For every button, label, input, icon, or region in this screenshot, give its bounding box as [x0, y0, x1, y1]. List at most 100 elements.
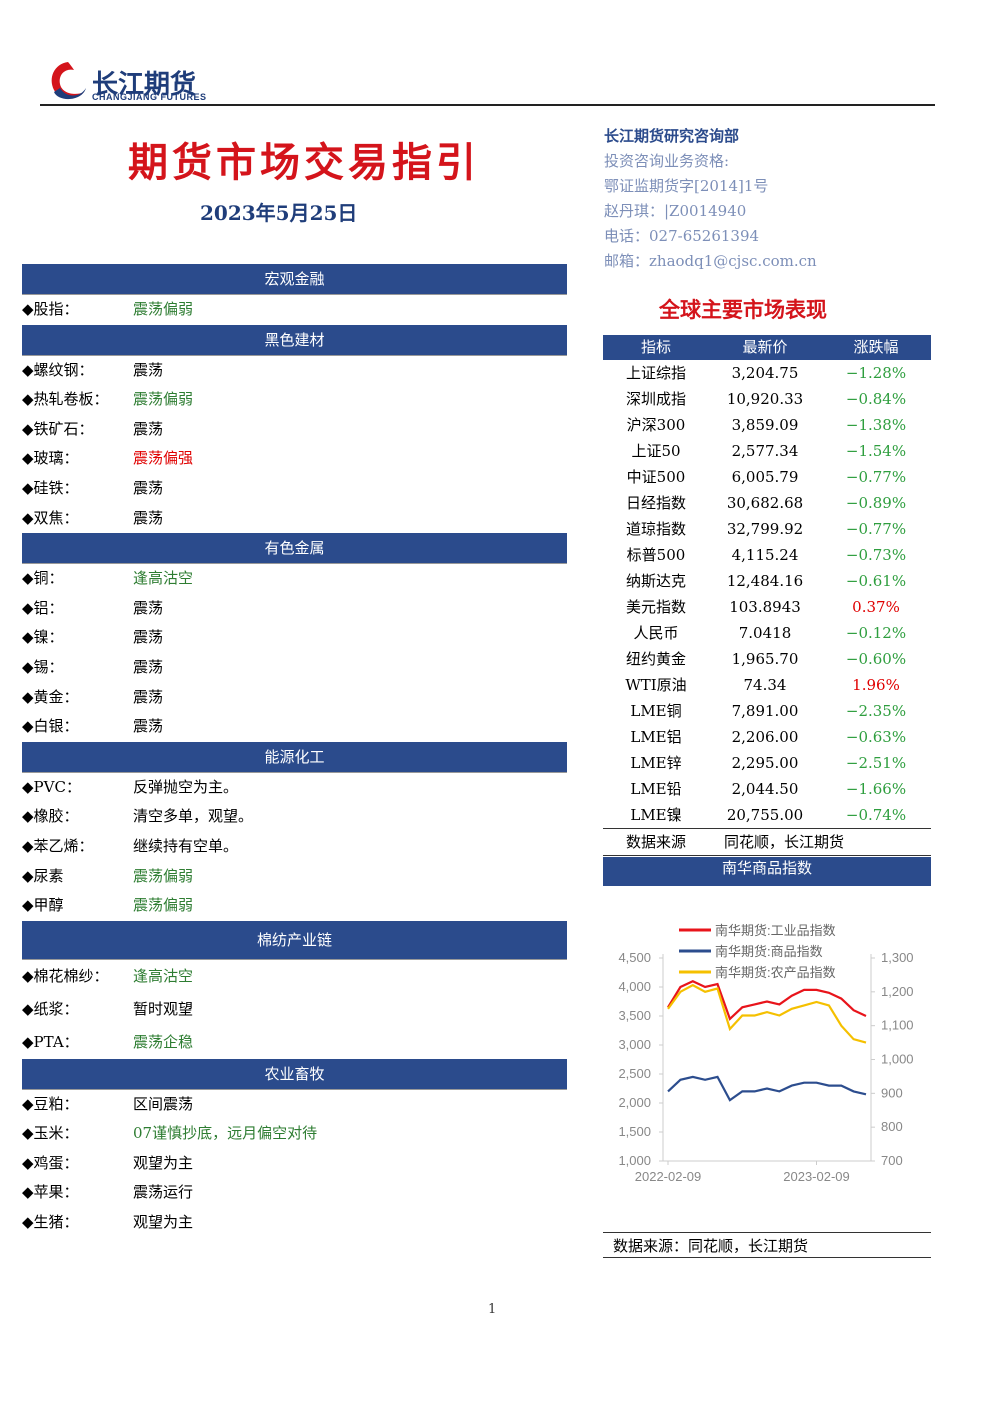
table-cell: 103.8943	[729, 598, 801, 616]
market-view: 逢高沽空	[133, 966, 194, 985]
view-row: ◆尿素 震荡偏弱	[22, 862, 567, 892]
chart: 1,000 1,500 2,000 2,500 3,000 3,500 4,000 4,500…	[618, 923, 914, 1184]
section-header: 宏观金融	[22, 264, 567, 295]
table-cell: 20,755.00	[726, 806, 804, 824]
market-view: 震荡企稳	[133, 1032, 194, 1051]
view-row: ◆黄金： 震荡	[22, 683, 567, 713]
view-row: ◆豆粕： 区间震荡	[22, 1090, 567, 1120]
table-cell: 30,682.68	[726, 494, 804, 512]
table-cell: LME锌	[630, 754, 682, 772]
legend-label: 南华期货:农产品指数	[715, 965, 836, 980]
contact-line: 赵丹琪：|Z0014940	[604, 202, 747, 220]
legend-label: 南华期货:商品指数	[715, 944, 823, 959]
market-view: 震荡偏强	[133, 449, 194, 468]
view-row: ◆镍： 震荡	[22, 623, 567, 653]
page-number: 1	[488, 1302, 497, 1317]
y2-tick-label: 900	[881, 1085, 903, 1100]
view-row: ◆纸浆： 暂时观望	[22, 993, 567, 1026]
commodity-name: ◆股指：	[22, 300, 79, 318]
logo-subtext: CHANGJIANG FUTURES	[92, 92, 207, 102]
table-cell: 0.37%	[852, 598, 900, 616]
table-row: 深圳成指 10,920.33 −0.84%	[603, 386, 931, 412]
table-row: 道琼指数 32,799.92 −0.77%	[603, 516, 931, 542]
market-view: 震荡	[133, 598, 164, 617]
commodity-name: ◆PVC：	[22, 777, 81, 796]
market-view: 继续持有空单。	[133, 836, 239, 855]
table-cell: 7,891.00	[731, 702, 799, 720]
table-cell: −1.38%	[845, 416, 907, 434]
market-view: 震荡偏弱	[133, 300, 194, 318]
view-row: ◆股指： 震荡偏弱	[22, 295, 567, 325]
table-cell: 标普500	[626, 546, 686, 564]
market-view: 震荡	[133, 360, 164, 379]
table-cell: 6,005.79	[731, 468, 799, 486]
table-cell: 2,206.00	[731, 728, 799, 746]
view-row: ◆鸡蛋： 观望为主	[22, 1149, 567, 1179]
table-row: LME铝 2,206.00 −0.63%	[603, 724, 931, 750]
view-row: ◆硅铁： 震荡	[22, 474, 567, 504]
contact-line: 长江期货研究咨询部	[604, 127, 740, 145]
view-row: ◆PTA： 震荡企稳	[22, 1026, 567, 1059]
commodity-name: ◆双焦：	[22, 508, 79, 527]
section: 宏观金融 ◆股指： 震荡偏弱	[22, 264, 567, 325]
commodity-name: ◆白银：	[22, 717, 79, 736]
table-row: WTI原油 74.34 1.96%	[603, 672, 931, 698]
view-row: ◆双焦： 震荡	[22, 504, 567, 534]
table-row: 标普500 4,115.24 −0.73%	[603, 542, 931, 568]
table-cell: WTI原油	[625, 676, 687, 694]
table-cell: 74.34	[743, 676, 787, 694]
market-view: 暂时观望	[133, 999, 194, 1018]
market-view: 反弹抛空为主。	[133, 777, 239, 796]
view-row: ◆苹果： 震荡运行	[22, 1178, 567, 1208]
section: 棉纺产业链 ◆棉花棉纱： 逢高沽空 ◆纸浆： 暂时观望 ◆PTA： 震荡企稳	[22, 920, 567, 1059]
table-cell: −1.54%	[845, 442, 907, 460]
y2-tick-label: 1,200	[881, 984, 914, 999]
table-cell: 12,484.16	[726, 572, 804, 590]
contact-line: 鄂证监期货字[2014]1号	[604, 177, 769, 195]
market-view: 震荡	[133, 717, 164, 736]
y2-tick-label: 1,300	[881, 950, 914, 965]
commodity-name: ◆鸡蛋：	[22, 1153, 79, 1172]
table-row: 上证综指 3,204.75 −1.28%	[603, 360, 931, 386]
commodity-name: ◆PTA：	[22, 1032, 79, 1051]
view-row: ◆橡胶： 清空多单，观望。	[22, 802, 567, 832]
table-cell: −0.73%	[845, 546, 907, 564]
y-tick-label: 1,000	[618, 1153, 651, 1168]
table-cell: −2.35%	[845, 702, 907, 720]
table-row: LME铜 7,891.00 −2.35%	[603, 698, 931, 724]
table-row: LME铅 2,044.50 −1.66%	[603, 776, 931, 802]
table-cell: −1.28%	[845, 364, 907, 382]
source-value: 同花顺，长江期货	[723, 833, 844, 851]
table-cell: 3,204.75	[731, 364, 799, 382]
source-row: 数据来源 同花顺，长江期货	[603, 828, 931, 856]
commodity-name: ◆豆粕：	[22, 1094, 79, 1113]
section-header: 能源化工	[22, 741, 567, 773]
view-row: ◆生猪： 观望为主	[22, 1208, 567, 1238]
commodity-name: ◆棉花棉纱：	[22, 966, 109, 985]
market-view: 震荡偏弱	[133, 390, 194, 409]
view-row: ◆苯乙烯： 继续持有空单。	[22, 832, 567, 862]
table-cell: 2,295.00	[731, 754, 799, 772]
section: 能源化工 ◆PVC： 反弹抛空为主。 ◆橡胶： 清空多单，观望。 ◆苯乙烯： 继续持有空单。…	[22, 741, 567, 921]
section-header: 黑色建材	[22, 324, 567, 356]
table-cell: −2.51%	[845, 754, 907, 772]
table-cell: −0.74%	[845, 806, 907, 824]
commodity-name: ◆黄金：	[22, 687, 79, 706]
table-cell: 4,115.24	[731, 546, 799, 564]
table-cell: 美元指数	[625, 598, 686, 616]
market-view: 区间震荡	[133, 1094, 194, 1113]
x-tick-label: 2022-02-09	[635, 1169, 702, 1184]
commodity-name: ◆尿素	[22, 866, 64, 885]
y-tick-label: 3,500	[618, 1008, 651, 1023]
commodity-name: ◆苹果：	[22, 1183, 79, 1202]
section-header: 棉纺产业链	[22, 920, 567, 960]
table-cell: 3,859.09	[731, 416, 799, 434]
table-cell: 上证50	[631, 442, 681, 460]
table-cell: 深圳成指	[625, 390, 686, 408]
table-row: 纳斯达克 12,484.16 −0.61%	[603, 568, 931, 594]
header-cell: 指标	[640, 338, 671, 356]
market-table: 指标 最新价 涨跌幅 上证综指 3,204.75 −1.28% 深圳成指 10,920.33 −…	[603, 335, 931, 856]
y2-tick-label: 1,100	[881, 1018, 914, 1033]
logo-text: 长江期货	[92, 70, 197, 100]
